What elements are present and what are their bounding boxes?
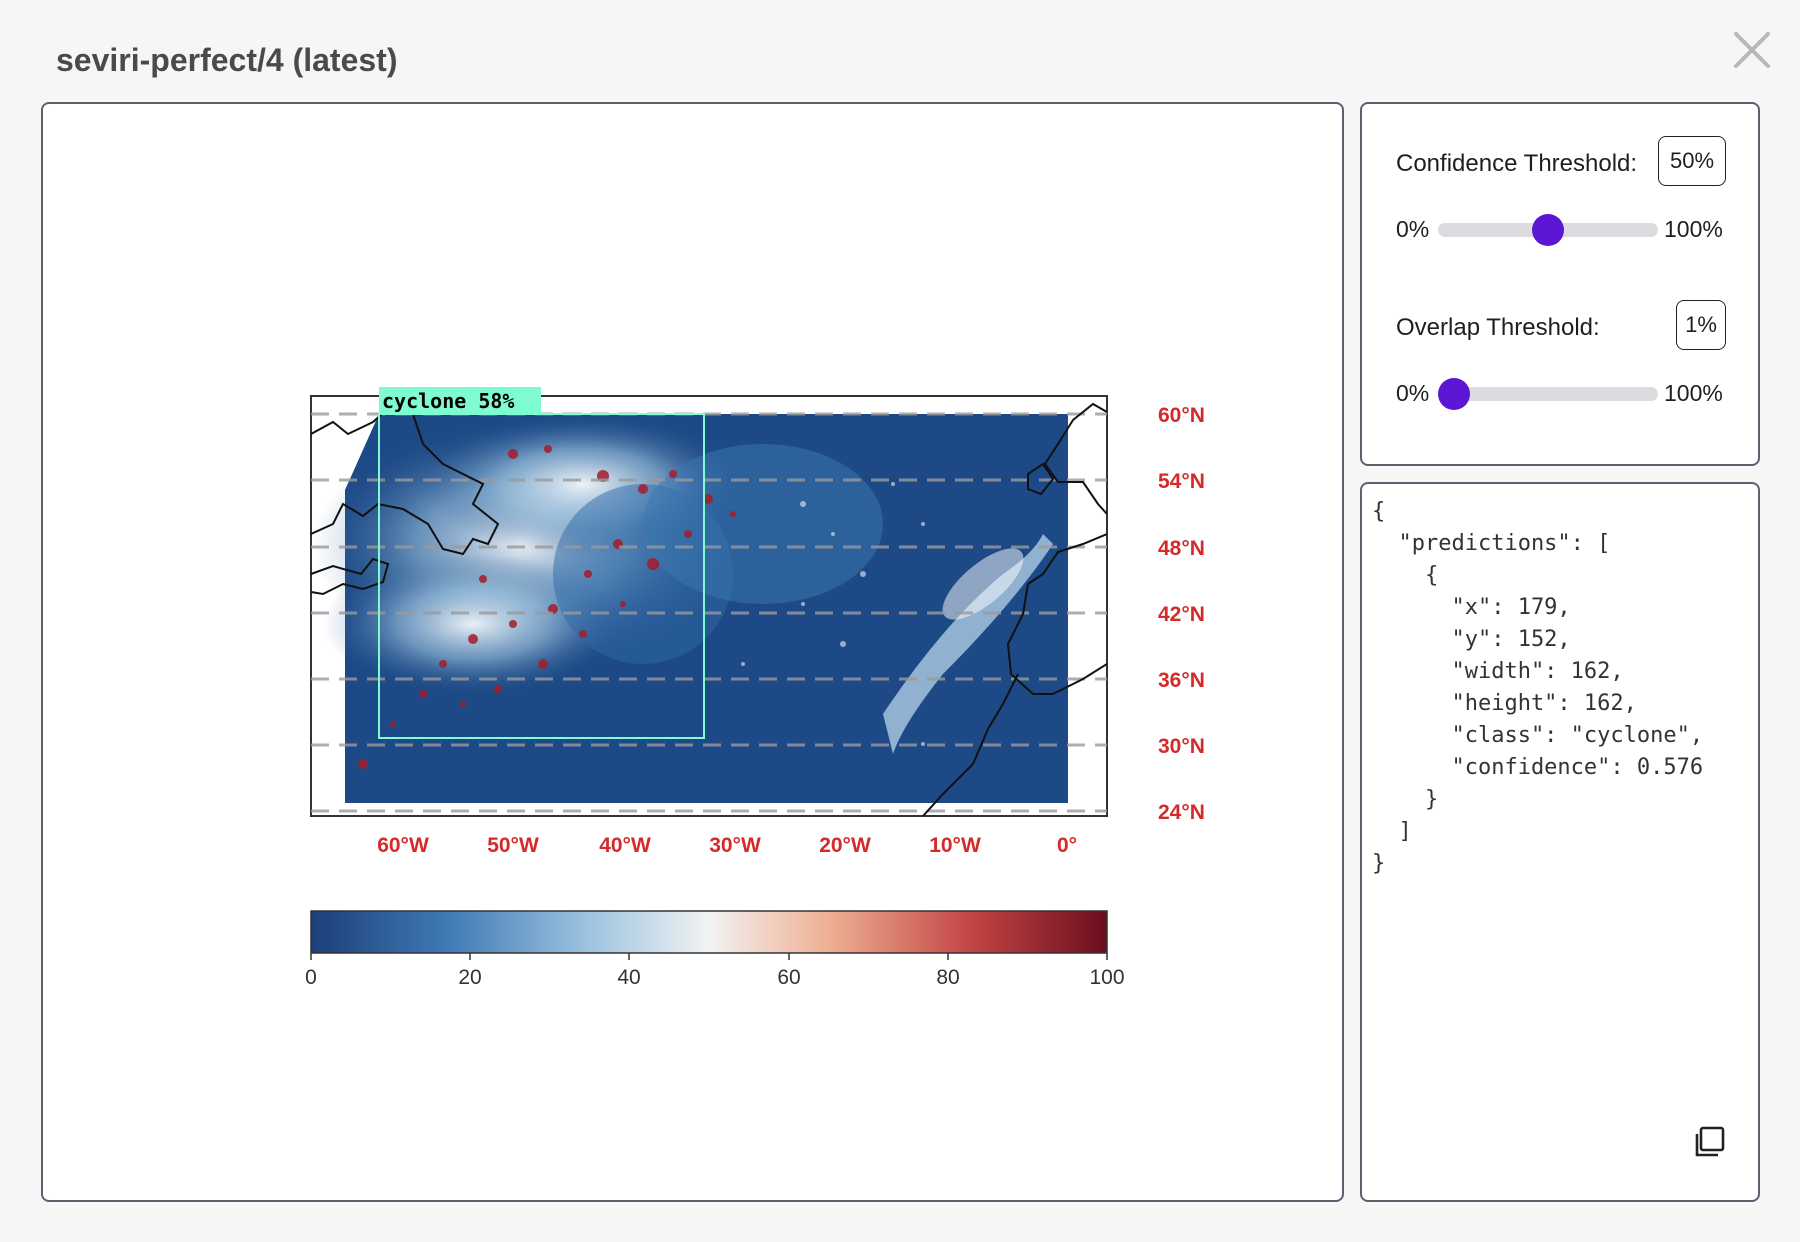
lat-label: 36°N (1158, 669, 1205, 692)
copy-icon (1695, 1126, 1725, 1157)
colorbar-tick: 100 (1089, 966, 1124, 989)
json-output-panel: { "predictions": [ { "x": 179, "y": 152,… (1360, 482, 1760, 1202)
lat-label: 60°N (1158, 404, 1205, 427)
detection-label: cyclone 58% (382, 389, 514, 413)
latitude-labels: 60°N 54°N 48°N 42°N 36°N 30°N 24°N (1158, 404, 1205, 824)
confidence-max-label: 100% (1664, 216, 1723, 242)
colorbar-tick: 0 (305, 966, 317, 989)
overlap-slider[interactable] (1438, 378, 1658, 410)
close-icon (1734, 32, 1770, 68)
colorbar-tick: 60 (777, 966, 800, 989)
satellite-image (311, 396, 1107, 816)
detection-label-bg (379, 387, 541, 414)
lon-label: 50°W (487, 834, 539, 857)
close-button[interactable] (1728, 24, 1776, 76)
image-preview-panel: cyclone 58% 60°N 54°N 48°N 42°N 36°N 30°… (41, 102, 1344, 1202)
colorbar-tick: 20 (458, 966, 481, 989)
overlap-value-badge[interactable]: 1% (1676, 300, 1726, 350)
lon-label: 60°W (377, 834, 429, 857)
lat-label: 30°N (1158, 735, 1205, 758)
colorbar-ticks: 0 20 40 60 80 100 (305, 966, 1124, 989)
lat-label: 48°N (1158, 537, 1205, 560)
overlap-slider-thumb[interactable] (1438, 378, 1470, 410)
threshold-controls-panel: Confidence Threshold: 50% 0% 100% Overla… (1360, 102, 1760, 466)
confidence-min-label: 0% (1396, 216, 1430, 242)
lat-label: 54°N (1158, 470, 1205, 493)
colorbar-tick: 80 (936, 966, 959, 989)
colorbar (310, 910, 1108, 954)
lon-label: 10°W (929, 834, 981, 857)
confidence-slider-thumb[interactable] (1532, 214, 1564, 246)
satellite-map-figure: cyclone 58% 60°N 54°N 48°N 42°N 36°N 30°… (305, 387, 1205, 989)
overlap-min-label: 0% (1396, 380, 1430, 406)
lon-label: 30°W (709, 834, 761, 857)
overlap-threshold-label: Overlap Threshold: (1396, 314, 1600, 341)
latitude-gridlines (311, 412, 1107, 813)
confidence-threshold-label: Confidence Threshold: (1396, 150, 1638, 177)
lon-label: 40°W (599, 834, 651, 857)
predictions-json: { "predictions": [ { "x": 179, "y": 152,… (1372, 499, 1704, 876)
lon-label: 0° (1057, 834, 1077, 857)
colorbar-tick: 40 (617, 966, 640, 989)
lon-label: 20°W (819, 834, 871, 857)
lat-label: 24°N (1158, 801, 1205, 824)
page-title: seviri-perfect/4 (latest) (56, 42, 398, 78)
confidence-slider[interactable] (1438, 214, 1658, 246)
detection-box[interactable] (378, 413, 705, 739)
confidence-value-badge[interactable]: 50% (1658, 136, 1726, 186)
copy-button[interactable] (1692, 1124, 1728, 1160)
longitude-labels: 60°W 50°W 40°W 30°W 20°W 10°W 0° (377, 834, 1077, 857)
lat-label: 42°N (1158, 603, 1205, 626)
overlap-max-label: 100% (1664, 380, 1723, 406)
